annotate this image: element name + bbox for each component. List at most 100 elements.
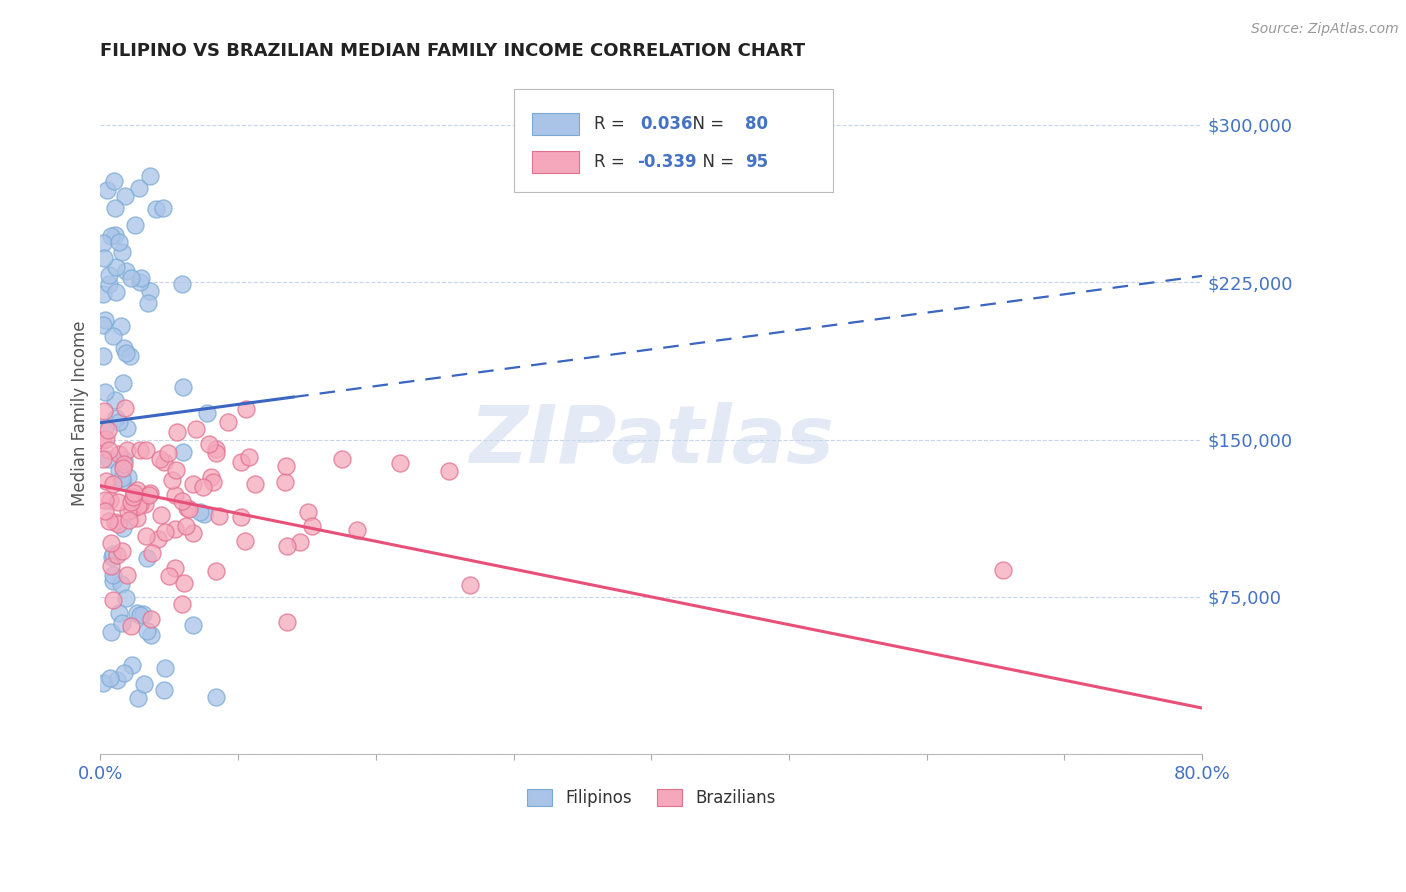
Point: [129, 443, 152, 458]
Point: [112, 457, 135, 471]
Point: [93, 252, 115, 266]
FancyBboxPatch shape: [533, 113, 578, 136]
Text: Source: ZipAtlas.com: Source: ZipAtlas.com: [1251, 22, 1399, 37]
Point: [114, 401, 136, 416]
Point: [135, 443, 157, 458]
Point: [101, 547, 124, 561]
Point: [165, 488, 187, 502]
Point: [146, 533, 169, 547]
Point: [104, 202, 127, 216]
Point: [166, 425, 188, 439]
Point: [111, 543, 134, 558]
Text: R =: R =: [593, 153, 630, 170]
Point: [111, 475, 134, 489]
Point: [110, 318, 132, 333]
Point: [330, 452, 353, 467]
Point: [172, 493, 194, 508]
Point: [91, 433, 114, 447]
Text: 0.036: 0.036: [640, 115, 693, 133]
Point: [100, 536, 122, 550]
Point: [97, 423, 120, 437]
Point: [139, 486, 162, 500]
Point: [115, 346, 138, 360]
Text: -0.339: -0.339: [637, 153, 696, 170]
Point: [205, 564, 228, 578]
Point: [117, 504, 139, 518]
Point: [104, 227, 127, 242]
Point: [184, 422, 207, 436]
Point: [276, 615, 298, 630]
Point: [100, 559, 122, 574]
Point: [120, 619, 142, 633]
Point: [98, 514, 121, 528]
Point: [128, 497, 150, 511]
Point: [172, 445, 194, 459]
Point: [129, 608, 152, 623]
Legend: Filipinos, Brazilians: Filipinos, Brazilians: [520, 782, 782, 814]
Point: [100, 625, 122, 640]
Point: [165, 522, 187, 536]
Point: [346, 523, 368, 537]
Point: [139, 169, 162, 183]
Point: [93, 403, 115, 417]
Point: [107, 416, 129, 430]
Point: [120, 271, 142, 285]
Point: [97, 451, 120, 466]
Point: [121, 501, 143, 516]
Point: [134, 497, 156, 511]
Point: [217, 415, 239, 429]
Point: [153, 524, 176, 539]
Point: [112, 453, 135, 467]
Point: [288, 535, 311, 549]
Point: [94, 492, 117, 507]
Point: [91, 349, 114, 363]
Point: [108, 235, 131, 249]
Point: [111, 376, 134, 390]
Point: [181, 525, 204, 540]
Point: [103, 592, 125, 607]
Point: [139, 285, 162, 299]
Point: [98, 493, 121, 508]
Point: [94, 474, 117, 488]
Point: [188, 505, 211, 519]
Text: FILIPINO VS BRAZILIAN MEDIAN FAMILY INCOME CORRELATION CHART: FILIPINO VS BRAZILIAN MEDIAN FAMILY INCO…: [100, 42, 806, 60]
Point: [174, 518, 197, 533]
Point: [135, 550, 157, 565]
Text: N =: N =: [692, 153, 740, 170]
Point: [117, 513, 139, 527]
Point: [96, 183, 118, 197]
Point: [181, 477, 204, 491]
Point: [105, 260, 128, 275]
Point: [181, 617, 204, 632]
Point: [160, 473, 183, 487]
Point: [112, 460, 135, 475]
Point: [297, 504, 319, 518]
Point: [115, 421, 138, 435]
Point: [127, 499, 149, 513]
Point: [204, 442, 226, 456]
Point: [152, 201, 174, 215]
Text: ZIPatlas: ZIPatlas: [468, 401, 834, 480]
Point: [128, 275, 150, 289]
Point: [437, 464, 460, 478]
Y-axis label: Median Family Income: Median Family Income: [72, 320, 89, 506]
Point: [120, 495, 142, 509]
Point: [98, 268, 121, 283]
Point: [105, 285, 128, 299]
Point: [177, 502, 200, 516]
Point: [124, 486, 146, 500]
Point: [91, 676, 114, 690]
Point: [208, 509, 231, 524]
Point: [94, 313, 117, 327]
Point: [101, 568, 124, 582]
Point: [274, 459, 297, 474]
Text: N =: N =: [682, 115, 730, 133]
Point: [150, 508, 173, 522]
Point: [115, 443, 138, 458]
Point: [97, 277, 120, 291]
Point: [108, 447, 131, 461]
Point: [103, 477, 125, 491]
Point: [136, 296, 159, 310]
Point: [127, 606, 149, 620]
Text: 95: 95: [745, 153, 768, 170]
